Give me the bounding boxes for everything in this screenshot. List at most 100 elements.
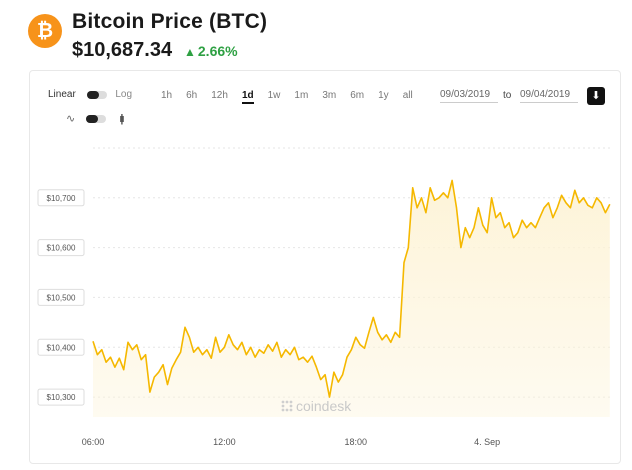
price-point — [473, 227, 474, 228]
price-point — [587, 205, 588, 206]
price-point — [97, 354, 98, 355]
coindesk-logo-icon-dot — [289, 400, 293, 404]
price-point — [482, 225, 483, 226]
price-point — [351, 349, 352, 350]
price-point — [119, 358, 120, 359]
price-point — [180, 352, 181, 353]
candlestick-icon[interactable]: ı|ı — [119, 112, 124, 125]
price-point — [132, 349, 133, 350]
price-point — [250, 347, 251, 348]
price-point — [219, 352, 220, 353]
chart-panel: Linear Log ∿ ı|ı 1h 6h 12h 1d 1w 1m 3m 6m 1y all … — [29, 70, 621, 464]
price-point — [202, 354, 203, 355]
date-from-input[interactable]: 09/03/2019 — [440, 89, 498, 103]
x-tick-label: 12:00 — [213, 437, 236, 447]
price-point — [346, 357, 347, 358]
price-point — [206, 349, 207, 350]
price-point — [211, 358, 212, 359]
coindesk-logo-icon-dot — [285, 400, 289, 404]
price-point — [583, 197, 584, 198]
scale-toggle[interactable] — [86, 90, 107, 99]
range-1y[interactable]: 1y — [378, 90, 389, 101]
coindesk-logo-icon-dot — [281, 400, 285, 404]
price-point — [530, 222, 531, 223]
price-point — [399, 337, 400, 338]
download-button[interactable]: ⬇ — [587, 87, 605, 105]
price-point — [294, 347, 295, 348]
x-tick-label: 18:00 — [345, 437, 368, 447]
page-title: Bitcoin Price (BTC) — [72, 10, 268, 33]
chart-type-toggle-knob — [86, 114, 99, 123]
price-point — [290, 354, 291, 355]
price-point — [382, 339, 383, 340]
y-tick-label: $10,300 — [47, 393, 76, 402]
x-tick-label: 4. Sep — [474, 437, 500, 447]
price-point — [342, 374, 343, 375]
price-point — [364, 348, 365, 349]
price-point — [106, 362, 107, 363]
price-chart: $10,300 $10,400 $10,500 $10,600 $10,700 06:00… — [37, 147, 612, 447]
triangle-up-icon: ▲ — [184, 45, 196, 59]
price-point — [478, 207, 479, 208]
price-point — [355, 337, 356, 338]
bitcoin-logo-icon: ₿ — [28, 14, 62, 48]
price-point — [421, 197, 422, 198]
price-point — [184, 327, 185, 328]
scale-toggle-knob — [86, 90, 99, 99]
range-6h[interactable]: 6h — [186, 90, 198, 101]
price-point — [233, 344, 234, 345]
price-point — [171, 368, 172, 369]
y-tick-label: $10,600 — [47, 244, 76, 253]
coindesk-logo-icon-dot — [289, 404, 293, 408]
price-point — [491, 197, 492, 198]
price-point — [215, 337, 216, 338]
watermark-text: coindesk — [296, 398, 352, 414]
range-1m[interactable]: 1m — [294, 90, 309, 101]
price-point — [228, 334, 229, 335]
line-chart-icon[interactable]: ∿ — [66, 113, 76, 125]
price-point — [154, 377, 155, 378]
chart-type-toggle[interactable] — [86, 114, 107, 123]
price-point — [557, 207, 558, 208]
price-point — [447, 197, 448, 198]
price-point — [609, 204, 610, 205]
range-selector: 1h 6h 12h 1d 1w 1m 3m 6m 1y all — [161, 90, 427, 104]
price-point — [504, 227, 505, 228]
price-point — [377, 332, 378, 333]
price-point — [360, 344, 361, 345]
price-line — [92, 179, 611, 398]
price-point — [259, 349, 260, 350]
scale-linear-label: Linear — [48, 89, 76, 100]
range-12h[interactable]: 12h — [211, 90, 228, 101]
range-1h[interactable]: 1h — [161, 90, 173, 101]
price-point — [237, 349, 238, 350]
price-point — [430, 187, 431, 188]
price-point — [298, 359, 299, 360]
price-point — [320, 379, 321, 380]
price-point — [241, 342, 242, 343]
range-1d[interactable]: 1d — [241, 90, 254, 104]
date-to-input[interactable]: 09/04/2019 — [520, 89, 578, 103]
price-point — [565, 202, 566, 203]
price-point — [395, 332, 396, 333]
price-point — [114, 367, 115, 368]
range-3m[interactable]: 3m — [322, 90, 337, 101]
price-point — [452, 180, 453, 181]
y-tick-box — [37, 288, 85, 306]
price-point — [263, 353, 264, 354]
price-point — [198, 347, 199, 348]
price-point — [285, 349, 286, 350]
price-point — [127, 342, 128, 343]
range-1w[interactable]: 1w — [267, 90, 281, 101]
price-point — [325, 374, 326, 375]
chart-type-toggle-row: ∿ ı|ı — [66, 112, 125, 126]
price-point — [246, 354, 247, 355]
coindesk-logo-icon-dot — [289, 408, 293, 412]
range-all[interactable]: all — [402, 90, 413, 101]
scale-log-label: Log — [115, 89, 133, 100]
price-point — [596, 197, 597, 198]
range-6m[interactable]: 6m — [350, 90, 365, 101]
price-point — [338, 382, 339, 383]
price-point — [539, 217, 540, 218]
price-point — [281, 357, 282, 358]
